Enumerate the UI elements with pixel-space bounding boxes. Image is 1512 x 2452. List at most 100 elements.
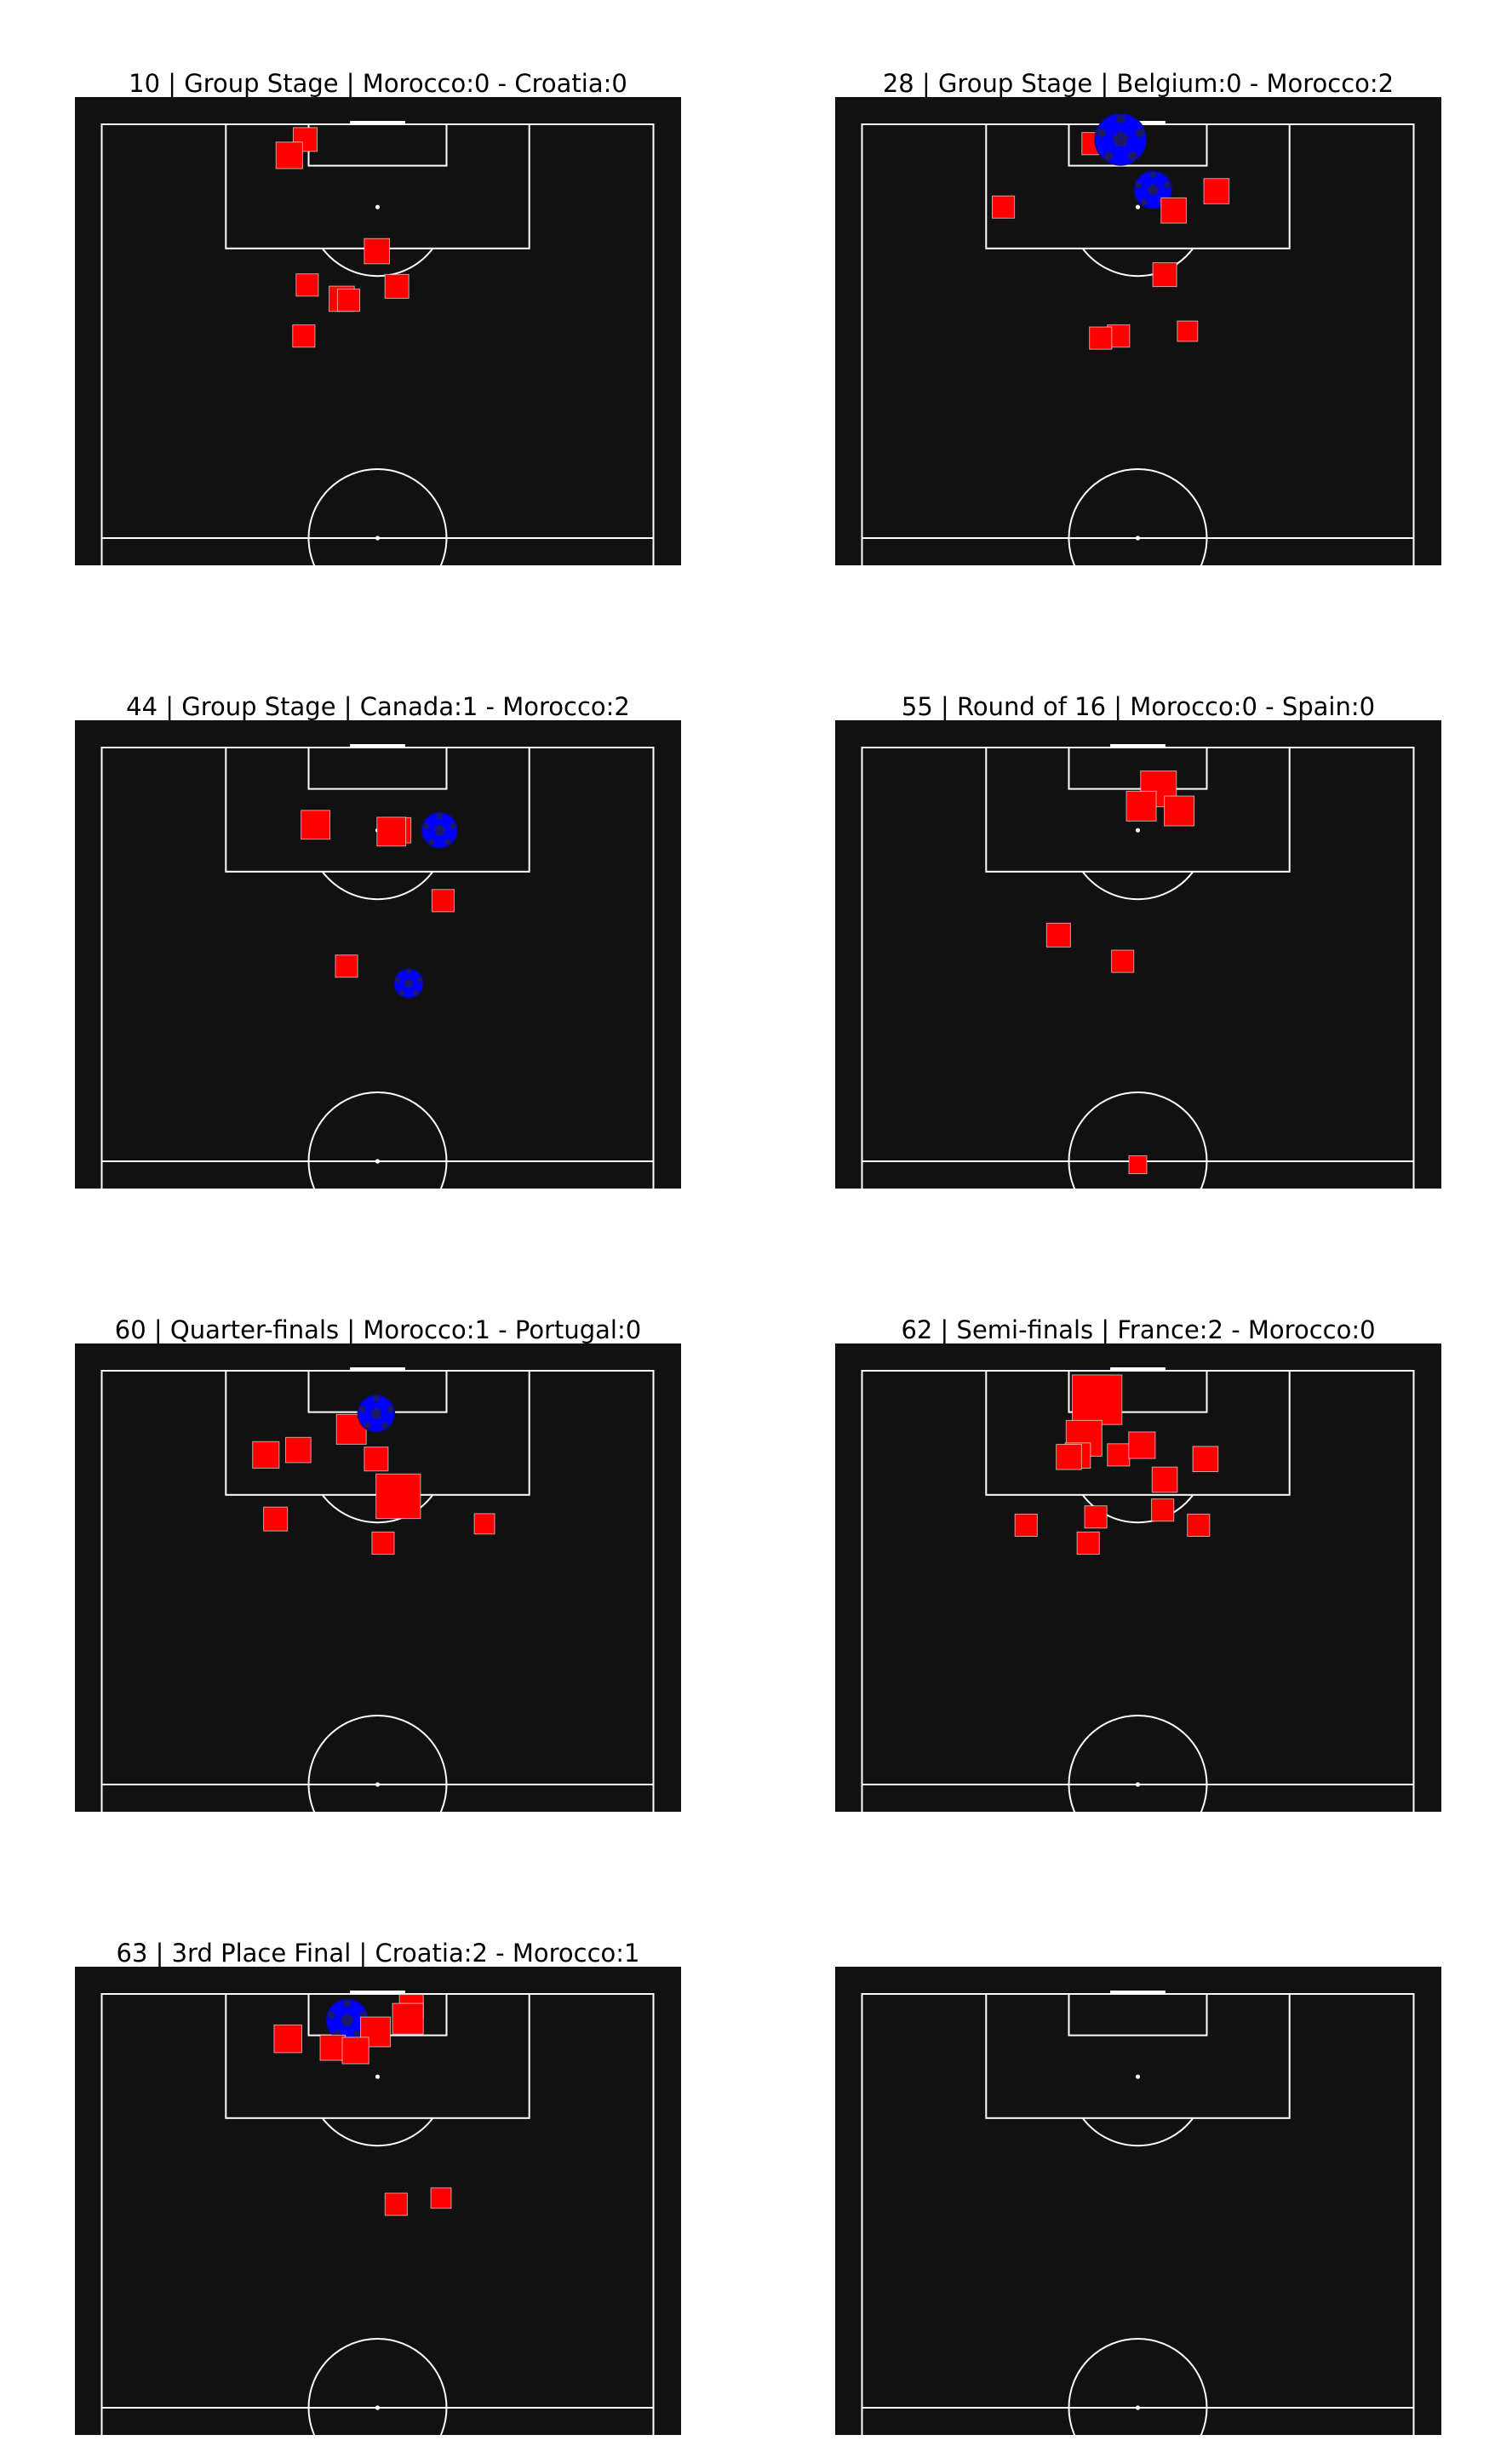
shot-map-panel-3: 44 | Group Stage | Canada:1 - Morocco:2	[75, 692, 681, 1189]
shot-marker	[364, 238, 391, 265]
shot-marker	[384, 2192, 408, 2216]
goal-ball-marker	[393, 968, 424, 999]
shot-map-panel-6: 62 | Semi-finals | France:2 - Morocco:0	[835, 1315, 1441, 1812]
shot-marker	[375, 1473, 421, 1520]
goal-ball-marker	[357, 1394, 396, 1433]
goal-ball-marker	[325, 1998, 369, 2042]
panel-title: 60 | Quarter-finals | Morocco:1 - Portug…	[115, 1315, 641, 1344]
shot-markers	[275, 127, 410, 348]
shot-marker	[1084, 1505, 1108, 1529]
shot-markers	[1014, 1374, 1219, 1555]
shot-markers	[273, 1994, 452, 2216]
centre-circle	[1068, 1715, 1208, 1812]
shot-marker	[275, 141, 303, 169]
shot-marker	[1151, 1498, 1175, 1522]
shot-marker	[1192, 1446, 1219, 1473]
centre-circle	[307, 2338, 448, 2435]
shot-marker	[1045, 922, 1071, 948]
shot-marker	[384, 273, 410, 299]
shot-marker	[292, 324, 316, 348]
centre-circle	[307, 468, 448, 565]
goal-ball-marker	[1094, 112, 1148, 166]
penalty-arc	[321, 2117, 434, 2147]
shot-marker	[392, 2002, 424, 2035]
pitch-background	[835, 97, 1441, 565]
penalty-arc	[321, 248, 434, 278]
pitch-background	[835, 1343, 1441, 1812]
shot-marker	[430, 2187, 452, 2209]
penalty-arc	[1081, 871, 1194, 901]
panel-title: 62 | Semi-finals | France:2 - Morocco:0	[901, 1315, 1375, 1344]
panel-title: 10 | Group Stage | Morocco:0 - Croatia:0	[129, 69, 627, 98]
pitch-markings	[861, 1991, 1415, 2435]
shot-marker	[319, 2034, 346, 2061]
penalty-arc	[1081, 2117, 1194, 2147]
shot-marker	[1125, 790, 1157, 822]
shot-marker	[301, 810, 330, 840]
shot-marker	[295, 273, 319, 297]
centre-circle	[307, 1091, 448, 1189]
shot-marker	[1072, 1374, 1123, 1425]
penalty-arc	[321, 871, 434, 901]
shot-markers	[991, 112, 1230, 350]
centre-spot	[1135, 536, 1141, 541]
shot-markers	[1045, 771, 1195, 1175]
shot-marker	[1164, 795, 1195, 827]
shot-marker	[335, 954, 358, 978]
shot-map-panel-2: 28 | Group Stage | Belgium:0 - Morocco:2	[835, 69, 1441, 565]
centre-spot	[1135, 1782, 1141, 1787]
shot-marker	[263, 1506, 289, 1532]
centre-circle	[1068, 2338, 1208, 2435]
shot-marker	[1014, 1513, 1038, 1538]
shot-marker	[1203, 178, 1230, 204]
shot-map-panel-1: 10 | Group Stage | Morocco:0 - Croatia:0	[75, 69, 681, 565]
shot-marker	[371, 1531, 395, 1555]
shot-marker	[1177, 320, 1199, 342]
penalty-arc	[1081, 248, 1194, 278]
shot-marker	[1152, 262, 1177, 288]
shot-marker	[1107, 1443, 1131, 1467]
penalty-spot	[1135, 2074, 1141, 2079]
pitch-markings	[861, 744, 1415, 1189]
shot-marker	[285, 1436, 312, 1464]
shot-markers	[252, 1394, 495, 1555]
shot-marker	[431, 889, 455, 913]
centre-circle	[1068, 468, 1208, 565]
pitch-background	[835, 720, 1441, 1189]
shot-marker	[273, 2024, 302, 2054]
shot-marker	[341, 2037, 369, 2065]
shot-marker	[991, 195, 1016, 219]
shot-map-panel-8	[835, 1967, 1441, 2435]
pitch-background	[75, 97, 681, 565]
shot-map-panel-7: 63 | 3rd Place Final | Croatia:2 - Moroc…	[75, 1939, 681, 2435]
penalty-spot	[1135, 828, 1141, 833]
panel-title: 28 | Group Stage | Belgium:0 - Morocco:2	[883, 69, 1394, 98]
centre-spot	[375, 536, 381, 541]
shot-marker	[364, 1447, 389, 1472]
shot-marker	[1089, 326, 1113, 350]
shot-markers	[301, 810, 459, 999]
shot-map-panel-5: 60 | Quarter-finals | Morocco:1 - Portug…	[75, 1315, 681, 1812]
centre-spot	[1135, 2405, 1141, 2410]
shot-map-panel-4: 55 | Round of 16 | Morocco:0 - Spain:0	[835, 692, 1441, 1189]
pitch-background	[75, 720, 681, 1189]
shot-marker	[1111, 949, 1135, 973]
panel-title: 63 | 3rd Place Final | Croatia:2 - Moroc…	[117, 1939, 640, 1968]
pitch-markings	[100, 1991, 655, 2435]
shot-marker	[1128, 1431, 1156, 1459]
centre-spot	[375, 1159, 381, 1164]
penalty-spot	[375, 204, 381, 209]
shot-marker	[1056, 1443, 1082, 1470]
shot-marker	[376, 816, 407, 847]
shot-marker	[1187, 1513, 1211, 1538]
shot-marker	[1128, 1155, 1148, 1175]
panel-title: 44 | Group Stage | Canada:1 - Morocco:2	[126, 692, 630, 721]
shot-marker	[252, 1441, 280, 1469]
shot-marker	[1151, 1466, 1178, 1493]
panel-title: 55 | Round of 16 | Morocco:0 - Spain:0	[902, 692, 1375, 721]
goal-ball-marker	[421, 811, 459, 849]
centre-circle	[1068, 1091, 1208, 1189]
shot-marker	[1160, 197, 1187, 224]
penalty-spot	[1135, 204, 1141, 209]
